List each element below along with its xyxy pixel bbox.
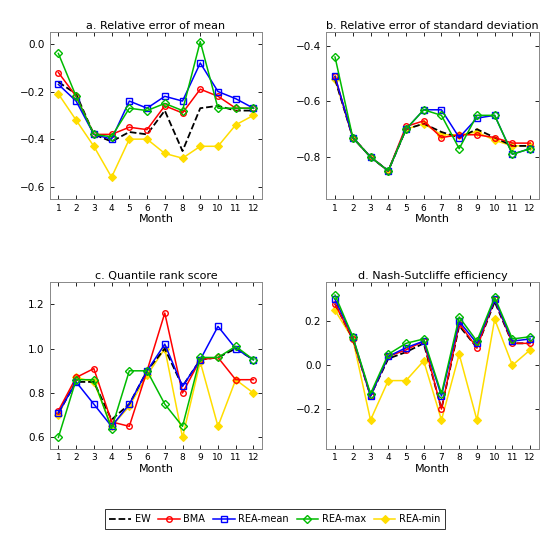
Title: a. Relative error of mean: a. Relative error of mean <box>86 21 226 32</box>
Title: c. Quantile rank score: c. Quantile rank score <box>95 271 217 281</box>
X-axis label: Month: Month <box>139 214 173 224</box>
Title: b. Relative error of standard deviation: b. Relative error of standard deviation <box>326 21 539 32</box>
Title: d. Nash-Sutcliffe efficiency: d. Nash-Sutcliffe efficiency <box>358 271 508 281</box>
X-axis label: Month: Month <box>415 214 450 224</box>
X-axis label: Month: Month <box>415 464 450 474</box>
X-axis label: Month: Month <box>139 464 173 474</box>
Legend: EW, BMA, REA-mean, REA-max, REA-min: EW, BMA, REA-mean, REA-max, REA-min <box>104 509 446 529</box>
